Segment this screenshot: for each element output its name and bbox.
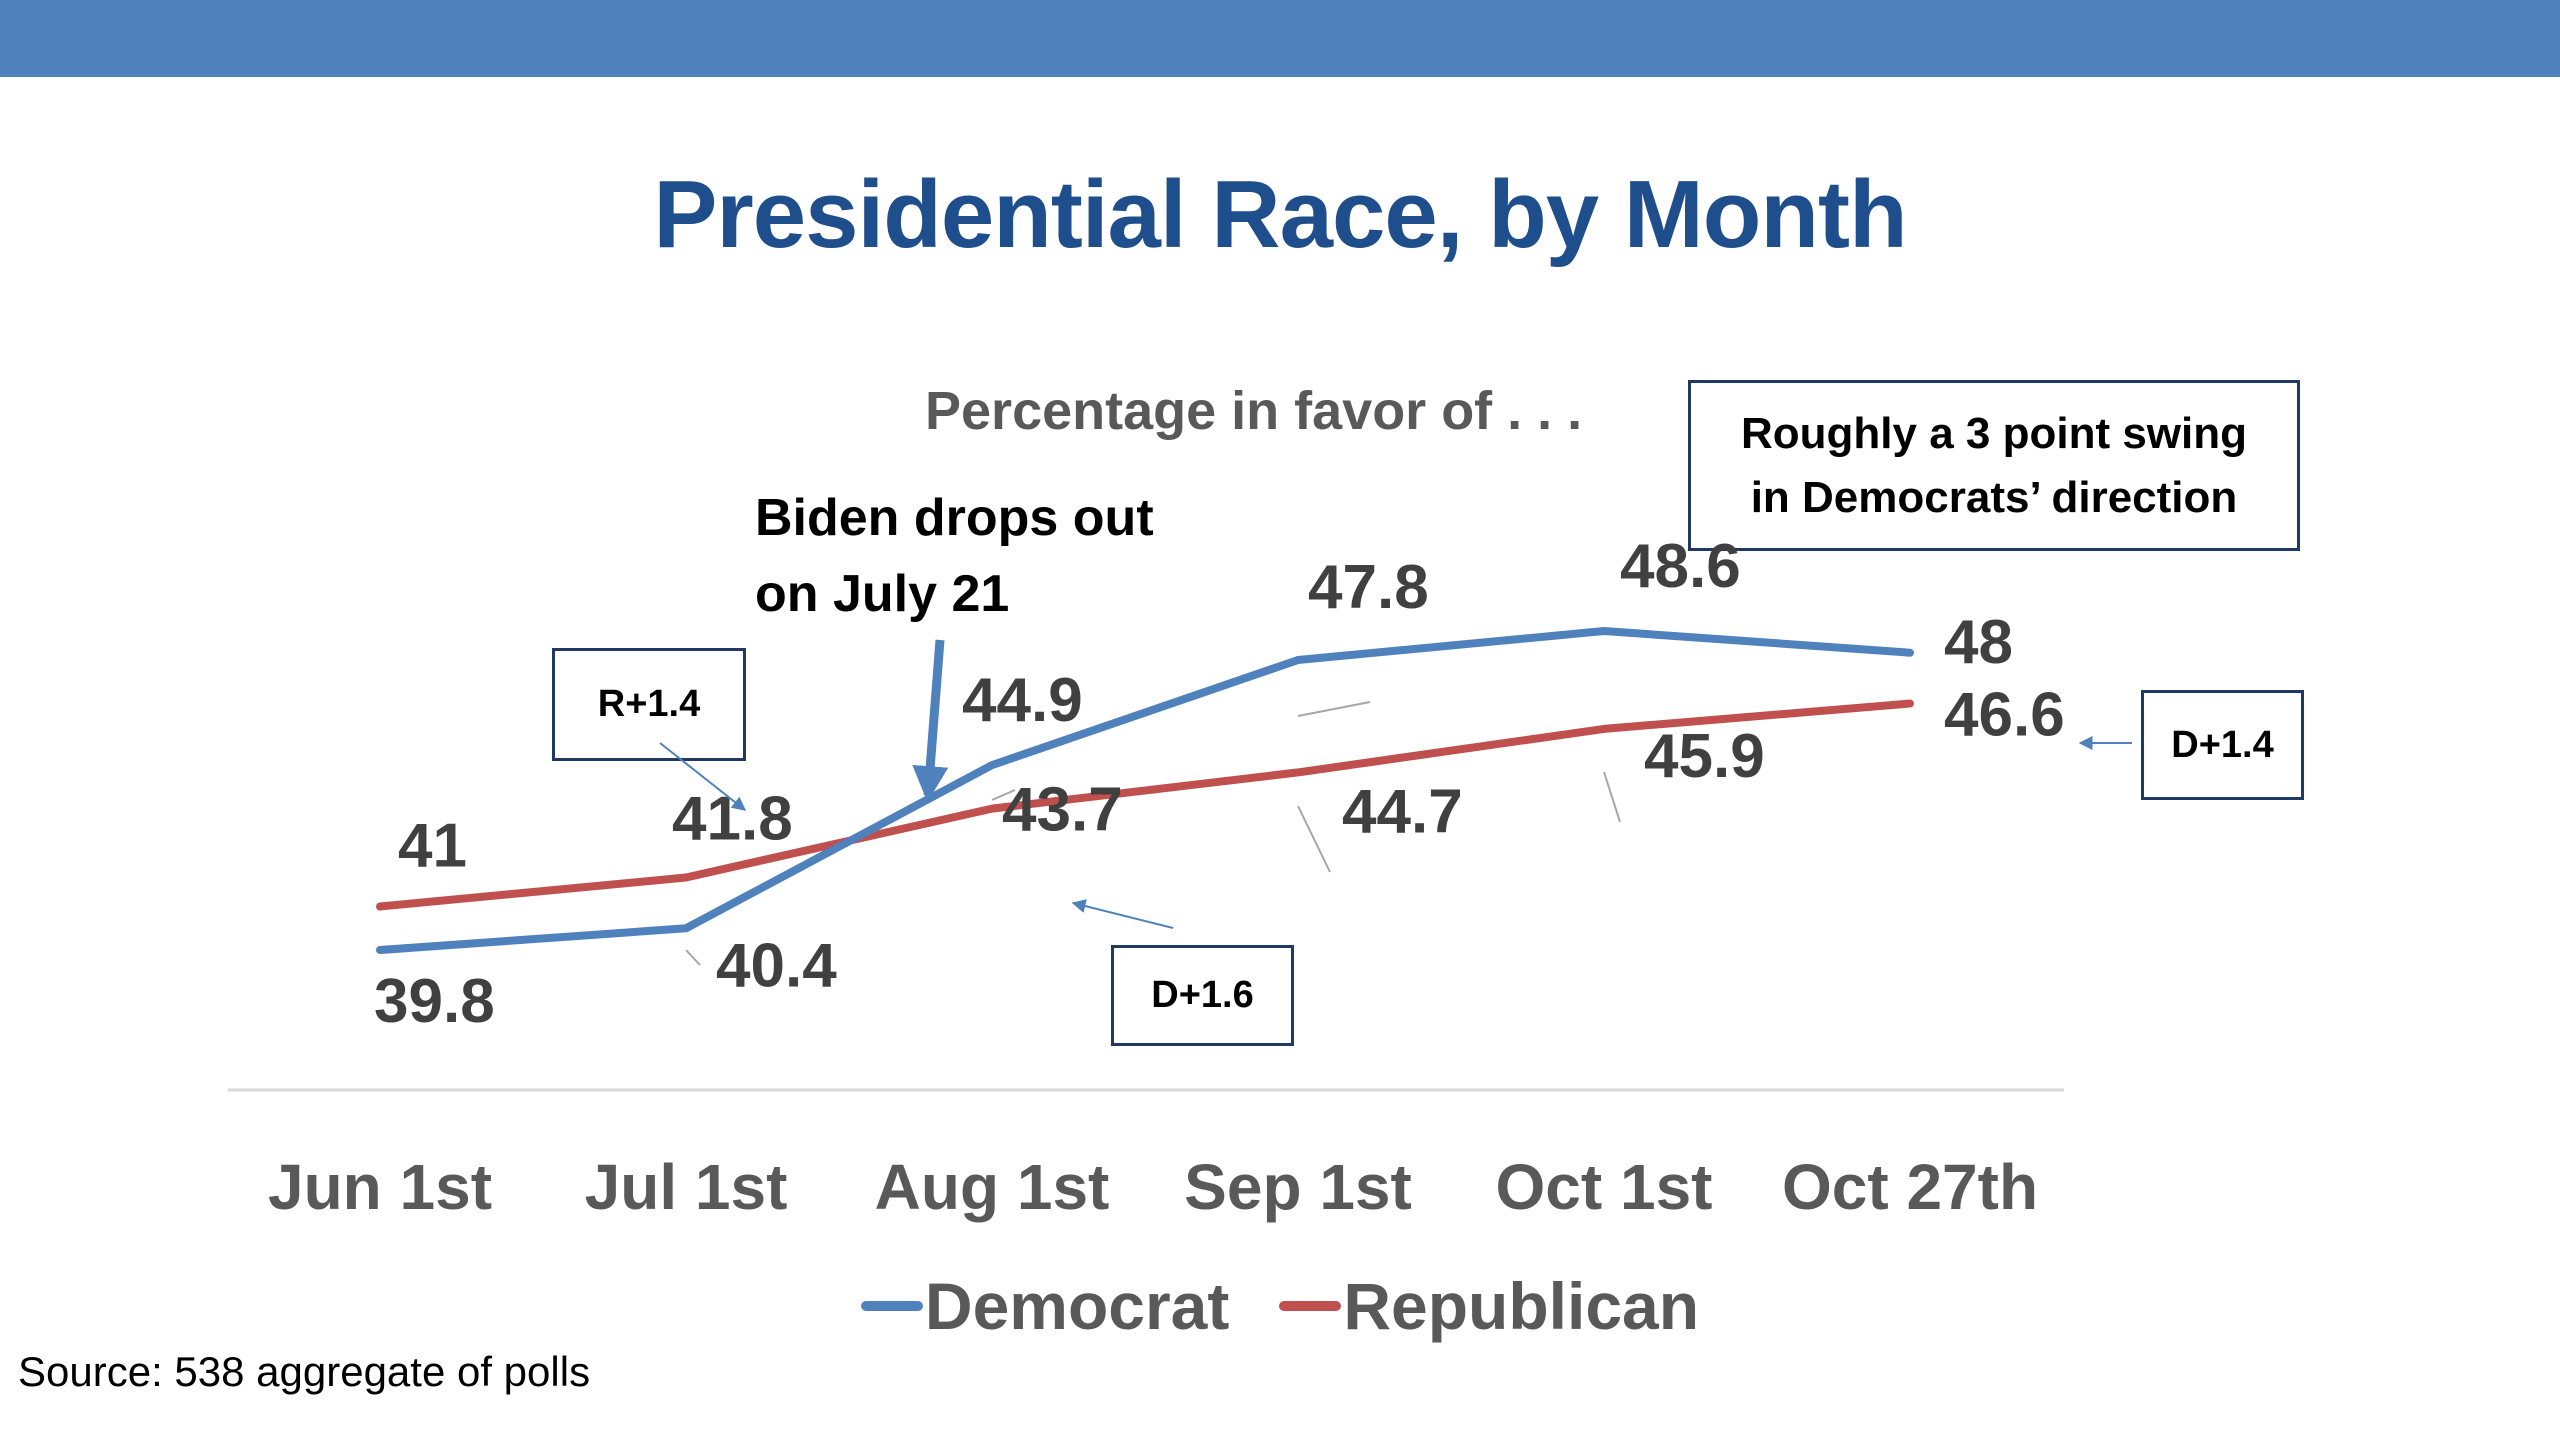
legend-label-republican: Republican <box>1343 1269 1700 1343</box>
data-label-democrat-3: 47.8 <box>1308 553 1429 622</box>
data-label-republican-2: 43.7 <box>1002 776 1123 845</box>
x-tick-label: Sep 1st <box>1184 1151 1412 1223</box>
top-banner <box>0 0 2560 77</box>
legend-item-republican: Republican <box>1279 1268 1699 1344</box>
source-note: Source: 538 aggregate of polls <box>18 1348 591 1395</box>
biden-arrow <box>912 639 949 803</box>
swing-annotation-line1: Roughly a 3 point swing <box>1741 408 2247 458</box>
data-label-republican-1: 41.8 <box>672 785 793 854</box>
series-line-democrat <box>376 627 1914 954</box>
x-tick-label: Aug 1st <box>874 1151 1110 1223</box>
x-tick-label: Jul 1st <box>584 1151 788 1223</box>
biden-annotation: Biden drops out on July 21 <box>755 480 1355 632</box>
data-label-republican-0: 41 <box>398 812 467 881</box>
data-label-republican-5: 46.6 <box>1944 681 2065 750</box>
legend-item-democrat: Democrat <box>860 1268 1230 1344</box>
data-label-leader-republican-4 <box>1603 771 1621 823</box>
data-label-leader-republican-3 <box>1297 805 1331 873</box>
x-tick-label: Jun 1st <box>267 1151 493 1223</box>
x-tick-label: Oct 27th <box>1781 1151 2039 1223</box>
x-tick-label: Oct 1st <box>1495 1151 1713 1223</box>
data-label-democrat-2: 44.9 <box>962 666 1083 735</box>
swing-annotation-line2: in Democrats’ direction <box>1750 472 2238 522</box>
gap-arrow-jul <box>659 742 747 811</box>
swing-annotation-box: Roughly a 3 point swing in Democrats’ di… <box>1688 380 2300 551</box>
data-label-leader-democrat-3 <box>1297 701 1371 717</box>
gap-arrow-aug <box>1071 899 1174 929</box>
legend-swatch-republican <box>1279 1301 1342 1311</box>
data-label-leader-democrat-1 <box>685 949 701 966</box>
series-line-republican <box>376 699 1914 911</box>
chart-title: Presidential Race, by Month <box>653 161 1907 268</box>
chart-subtitle: Percentage in favor of . . . <box>925 381 1583 441</box>
data-label-republican-3: 44.7 <box>1342 777 1463 846</box>
legend: Democrat Republican <box>0 1268 2560 1344</box>
gap-box-aug: D+1.6 <box>1111 945 1294 1046</box>
data-label-democrat-4: 48.6 <box>1620 532 1741 601</box>
data-label-republican-4: 45.9 <box>1644 722 1765 791</box>
gap-box-jul: R+1.4 <box>552 648 746 761</box>
legend-label-democrat: Democrat <box>924 1269 1230 1343</box>
legend-swatch-democrat <box>860 1301 923 1311</box>
gap-box-oct27: D+1.4 <box>2141 690 2304 800</box>
biden-annotation-line1: Biden drops out <box>755 489 1154 547</box>
data-label-democrat-5: 48 <box>1944 608 2013 677</box>
data-label-democrat-0: 39.8 <box>374 967 495 1036</box>
data-label-democrat-1: 40.4 <box>716 931 837 1000</box>
data-label-leader-democrat-2 <box>991 789 1016 801</box>
biden-annotation-line2: on July 21 <box>755 565 1010 623</box>
